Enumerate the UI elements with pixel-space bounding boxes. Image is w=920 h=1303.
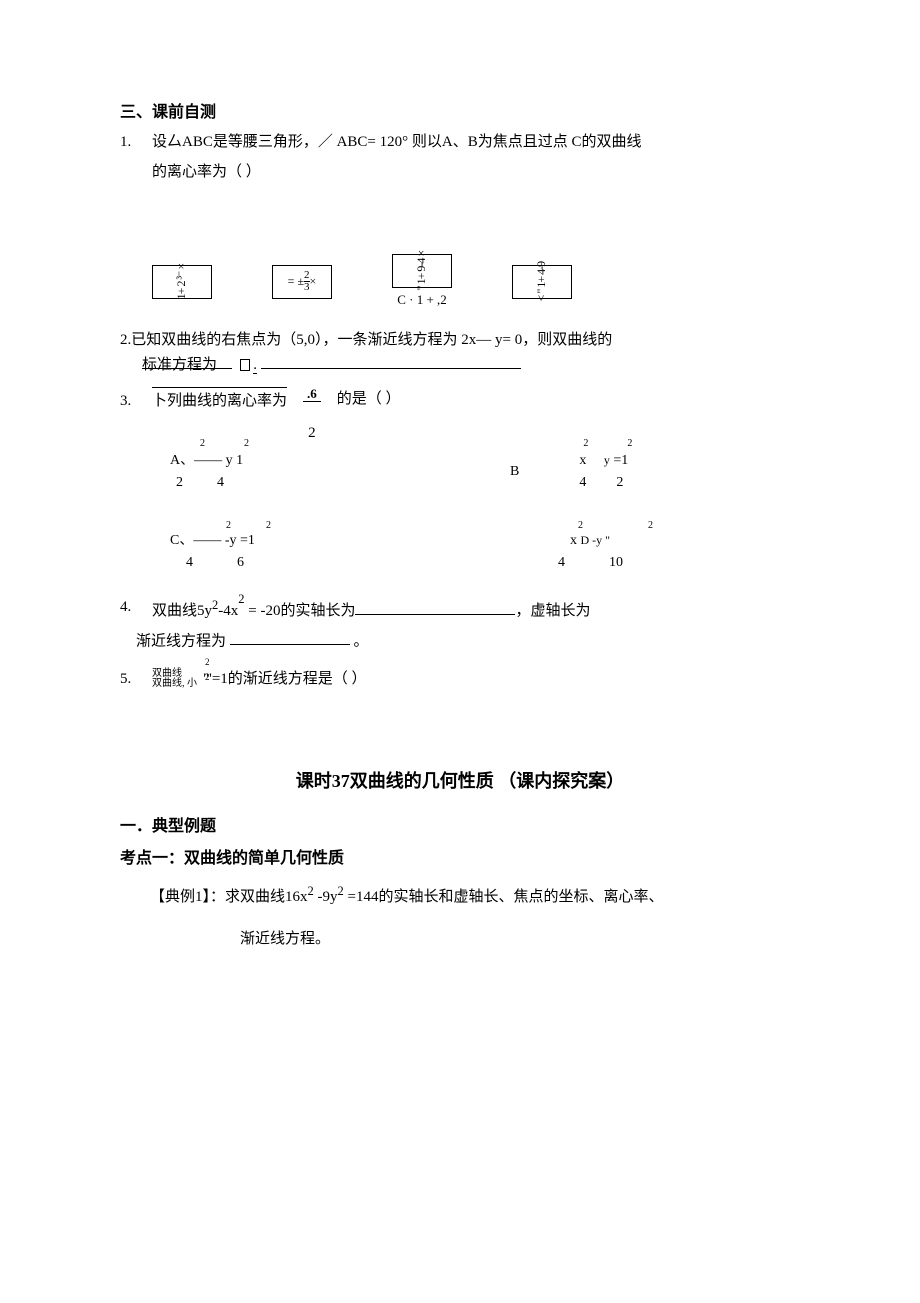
q4-blank2 <box>230 629 350 646</box>
q2-line2: 标准方程为 . <box>142 352 800 377</box>
q3B-den-r: 2 <box>616 472 623 494</box>
q3B-y: y <box>604 453 610 467</box>
q1-line2: 的离心率为（ ） <box>152 160 800 184</box>
q1-line1: 设厶ABC是等腰三角形，／ ABC= 120° 则以A、B为焦点且过点 C的双曲… <box>152 130 800 154</box>
q2-ghost-box <box>240 359 250 371</box>
q3C-sup-r: 2 <box>266 518 271 534</box>
q3D-mid: D -y " <box>581 533 611 547</box>
q3D-sup-r: 2 <box>648 518 653 534</box>
q5-body: 双曲线 双曲线, 小 2 2 "' =1的渐近线方程是（ ） <box>152 667 800 691</box>
q4-sup2: 2 <box>238 592 244 606</box>
q3-optC: 2 2 C、—— -y =1 4 6 <box>170 527 400 577</box>
q3B-sup-l: 2 <box>583 436 588 452</box>
q3-frac-bot: 2 <box>308 421 316 445</box>
q1-optB: = ± 2 3 × <box>272 265 332 299</box>
q3A-sup-l: 2 <box>200 436 205 452</box>
q4-blank1 <box>355 598 515 615</box>
q4-t2: -4x <box>218 603 238 619</box>
q3-text-after: 的是（ ） <box>337 387 401 411</box>
question-4: 4. 双曲线5y2-4x2 = -20的实轴长为，虚轴长为 <box>120 595 800 623</box>
lesson-sub2: 考点一：双曲线的简单几何性质 <box>120 846 800 872</box>
q3-options: 2 2 A、—— y 1 2 4 B 2 2 x y =1 4 2 2 2 C、… <box>170 447 800 577</box>
q1-optC-content: " 1+ 9-4 × <box>412 251 431 290</box>
q3-number: 3. <box>120 389 152 413</box>
q1-optD: < " 1+ 4-9 <box>512 265 572 299</box>
q3B-x: x <box>579 453 586 468</box>
q3B-den-l: 4 <box>579 472 586 494</box>
q2-tail: . <box>253 357 257 374</box>
lesson-title: 课时37双曲线的几何性质 （课内探究案） <box>120 767 800 796</box>
q2-line2-label: 标准方程为 <box>142 357 217 373</box>
question-1: 1. 设厶ABC是等腰三角形，／ ABC= 120° 则以A、B为焦点且过点 C… <box>120 130 800 154</box>
q3-optB: B 2 2 x y =1 4 2 <box>510 447 740 497</box>
ex1-label: 【典例1】： <box>150 889 225 905</box>
q4-t4: ，虚轴长为 <box>515 603 590 619</box>
q5-tiny2: 双曲线, 小 <box>152 679 197 690</box>
q1-optA: 1+ 2 ³⁻ × <box>152 265 212 299</box>
q1-optD-content: < " 1+ 4-9 <box>532 262 551 301</box>
question-3: 3. 卜列曲线的离心率为 .6 2 的是（ ） <box>120 387 800 413</box>
q3-fraction: .6 2 <box>303 387 321 402</box>
q4-period: 。 <box>354 633 369 649</box>
q3A-den-l: 2 <box>176 472 183 494</box>
q3B-sup-r: 2 <box>627 436 632 452</box>
q3A-main: A、—— y 1 <box>170 453 243 468</box>
q3C-sup-l: 2 <box>226 518 231 534</box>
q3-optD: 2 2 x D -y " 4 10 <box>570 527 800 577</box>
question-5: 5. 双曲线 双曲线, 小 2 2 "' =1的渐近线方程是（ ） <box>120 667 800 691</box>
section-3-title: 三、课前自测 <box>120 100 800 126</box>
q2-number: 2. <box>120 332 131 348</box>
q3-frac-top: .6 <box>303 387 321 402</box>
q5-number: 5. <box>120 667 152 691</box>
q4-t1: 双曲线5y <box>152 603 212 619</box>
q5-sup: 2 2 <box>205 655 212 684</box>
q1-optA-content: 1+ 2 ³⁻ × <box>172 264 191 299</box>
q4-t3: = -20的实轴长为 <box>245 603 356 619</box>
q3D-den-l: 4 <box>558 552 565 574</box>
q1-optB-prefix: = ± <box>288 272 304 291</box>
q4-number: 4. <box>120 595 152 619</box>
q1-optC: " 1+ 9-4 × C · 1 + ,2 <box>392 254 452 311</box>
q3B-letter: B <box>510 461 519 483</box>
ex1-t1: 求双曲线16x <box>225 889 308 905</box>
q1-optC-sub: C · 1 + ,2 <box>392 290 452 311</box>
q3A-sup-r: 2 <box>244 436 249 452</box>
example-1-line2: 渐近线方程。 <box>240 927 800 951</box>
q1-body: 设厶ABC是等腰三角形，／ ABC= 120° 则以A、B为焦点且过点 C的双曲… <box>152 130 800 154</box>
q5-rest: =1的渐近线方程是（ ） <box>212 667 367 691</box>
q2-blank-after <box>261 352 521 369</box>
q1-options: 1+ 2 ³⁻ × = ± 2 3 × " 1+ 9-4 × C · 1 + ,… <box>152 254 800 311</box>
question-2: 2.已知双曲线的右焦点为（5,0），一条渐近线方程为 2x— y= 0，则双曲线… <box>120 328 800 352</box>
q3D-den-r: 10 <box>609 552 623 574</box>
q3B-eq: =1 <box>613 453 628 468</box>
q3D-sup-l: 2 <box>578 518 583 534</box>
q4-line2-label: 渐近线方程为 <box>136 633 226 649</box>
q3C-den-l: 4 <box>186 552 193 574</box>
q3D-x: x <box>570 533 577 548</box>
ex1-t2: -9y <box>314 889 338 905</box>
example-1: 【典例1】：求双曲线16x2 -9y2 =144的实轴长和虚轴长、焦点的坐标、离… <box>150 881 800 909</box>
q2-line1: 已知双曲线的右焦点为（5,0），一条渐近线方程为 2x— y= 0，则双曲线的 <box>131 332 612 348</box>
q2-blank-before: 标准方程为 <box>142 353 232 370</box>
q3-text-before: 卜列曲线的离心率为 <box>152 387 287 413</box>
q3C-main: C、—— -y =1 <box>170 533 255 548</box>
q3C-den-r: 6 <box>237 552 244 574</box>
lesson-sub1: 一．典型例题 <box>120 814 800 840</box>
q1-number: 1. <box>120 130 152 154</box>
q3-optA: 2 2 A、—— y 1 2 4 <box>170 447 400 497</box>
ex1-t3: =144的实轴长和虚轴长、焦点的坐标、离心率、 <box>344 889 664 905</box>
q3A-den-r: 4 <box>217 472 224 494</box>
q1-optB-suffix: × <box>310 272 317 291</box>
q4-line2: 渐近线方程为 。 <box>136 629 800 654</box>
q4-body: 双曲线5y2-4x2 = -20的实轴长为，虚轴长为 <box>152 595 800 623</box>
